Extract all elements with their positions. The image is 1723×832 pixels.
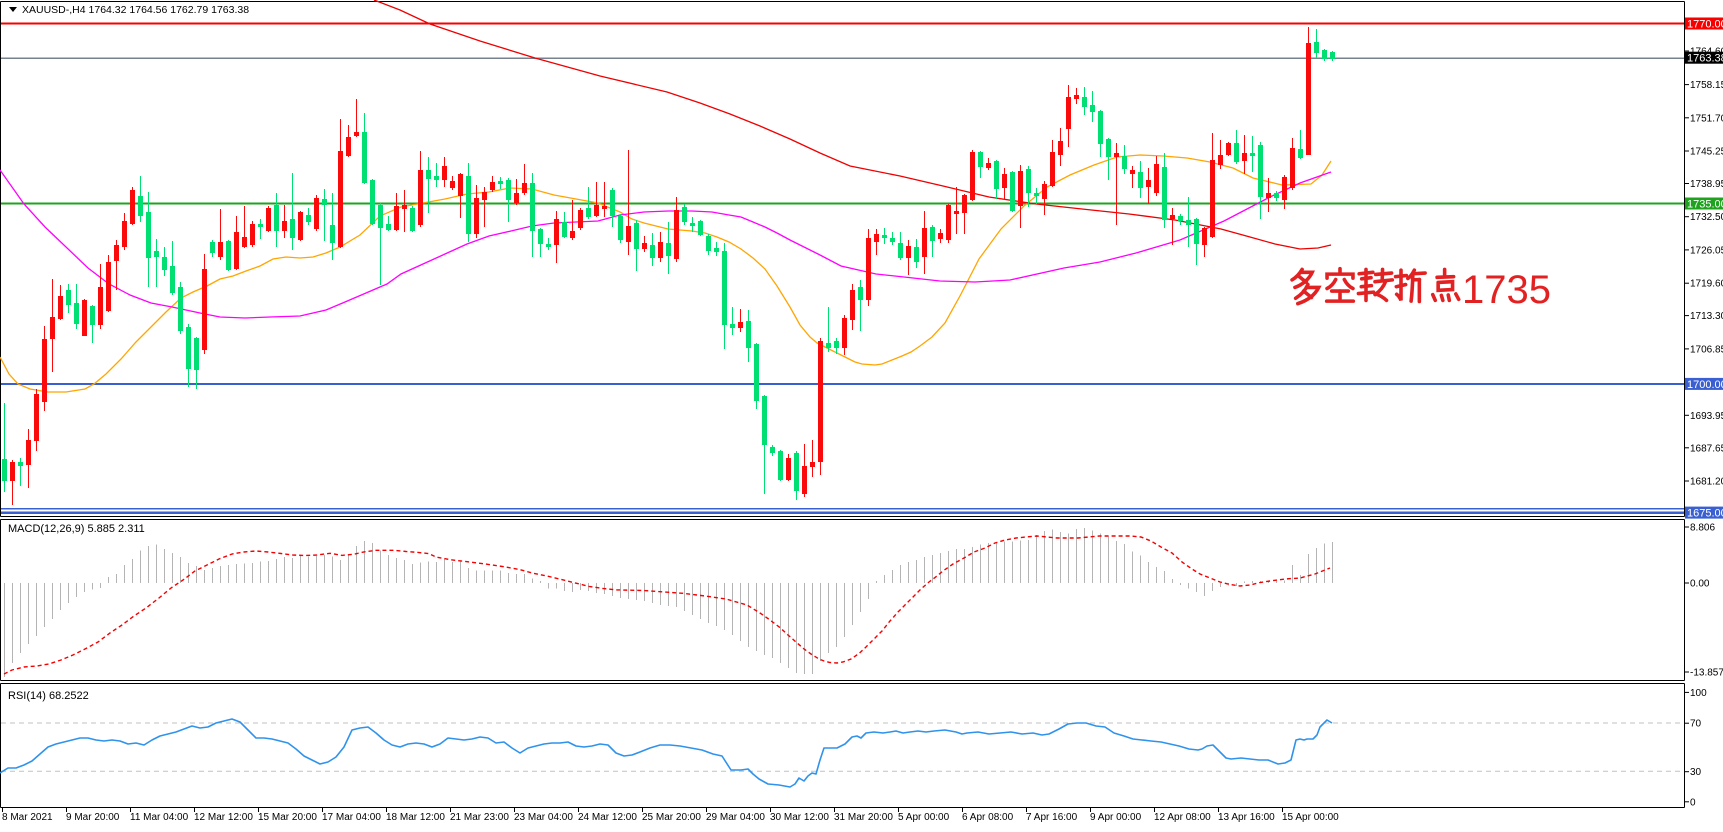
svg-text:1751.70: 1751.70 xyxy=(1690,113,1723,124)
svg-text:0: 0 xyxy=(1690,797,1696,808)
svg-text:1706.85: 1706.85 xyxy=(1690,344,1723,355)
svg-text:12 Apr 08:00: 12 Apr 08:00 xyxy=(1154,812,1211,823)
svg-text:9 Mar 20:00: 9 Mar 20:00 xyxy=(66,812,120,823)
svg-text:1681.20: 1681.20 xyxy=(1690,477,1723,488)
svg-text:9 Apr 00:00: 9 Apr 00:00 xyxy=(1090,812,1142,823)
svg-text:1693.95: 1693.95 xyxy=(1690,411,1723,422)
svg-text:15 Apr 00:00: 15 Apr 00:00 xyxy=(1282,812,1339,823)
svg-text:30 Mar 12:00: 30 Mar 12:00 xyxy=(770,812,829,823)
svg-text:8.806: 8.806 xyxy=(1690,523,1715,534)
svg-text:6 Apr 08:00: 6 Apr 08:00 xyxy=(962,812,1014,823)
svg-text:24 Mar 12:00: 24 Mar 12:00 xyxy=(578,812,637,823)
svg-text:31 Mar 20:00: 31 Mar 20:00 xyxy=(834,812,893,823)
svg-text:1726.05: 1726.05 xyxy=(1690,245,1723,256)
svg-text:1738.95: 1738.95 xyxy=(1690,179,1723,190)
svg-text:1745.25: 1745.25 xyxy=(1690,147,1723,158)
svg-text:8 Mar 2021: 8 Mar 2021 xyxy=(2,812,53,823)
svg-text:17 Mar 04:00: 17 Mar 04:00 xyxy=(322,812,381,823)
svg-text:25 Mar 20:00: 25 Mar 20:00 xyxy=(642,812,701,823)
svg-text:-13.857: -13.857 xyxy=(1690,668,1723,679)
svg-text:70: 70 xyxy=(1690,719,1702,730)
svg-text:1735: 1735 xyxy=(1462,268,1551,312)
svg-text:1713.30: 1713.30 xyxy=(1690,311,1723,322)
svg-text:MACD(12,26,9) 5.885 2.311: MACD(12,26,9) 5.885 2.311 xyxy=(8,523,145,535)
svg-text:1735.00: 1735.00 xyxy=(1687,199,1723,211)
svg-text:5 Apr 00:00: 5 Apr 00:00 xyxy=(898,812,950,823)
svg-text:13 Apr 16:00: 13 Apr 16:00 xyxy=(1218,812,1275,823)
svg-text:29 Mar 04:00: 29 Mar 04:00 xyxy=(706,812,765,823)
svg-text:RSI(14) 68.2522: RSI(14) 68.2522 xyxy=(8,690,89,702)
svg-text:23 Mar 04:00: 23 Mar 04:00 xyxy=(514,812,573,823)
svg-text:11 Mar 04:00: 11 Mar 04:00 xyxy=(130,812,189,823)
svg-text:1732.50: 1732.50 xyxy=(1690,212,1723,223)
svg-text:1687.65: 1687.65 xyxy=(1690,443,1723,454)
svg-text:1675.00: 1675.00 xyxy=(1687,508,1723,520)
svg-text:1719.60: 1719.60 xyxy=(1690,279,1723,290)
svg-text:1770.00: 1770.00 xyxy=(1687,19,1723,31)
svg-text:12 Mar 12:00: 12 Mar 12:00 xyxy=(194,812,253,823)
svg-text:0.00: 0.00 xyxy=(1690,579,1710,590)
svg-text:1763.38: 1763.38 xyxy=(1687,53,1723,65)
svg-text:1758.15: 1758.15 xyxy=(1690,80,1723,91)
svg-text:100: 100 xyxy=(1690,688,1707,699)
svg-text:1700.00: 1700.00 xyxy=(1687,379,1723,391)
svg-text:18 Mar 12:00: 18 Mar 12:00 xyxy=(386,812,445,823)
svg-text:XAUUSD-,H4 1764.32 1764.56 17: XAUUSD-,H4 1764.32 1764.56 1762.79 1763.… xyxy=(22,4,249,16)
svg-text:21 Mar 23:00: 21 Mar 23:00 xyxy=(450,812,509,823)
svg-text:30: 30 xyxy=(1690,767,1702,778)
svg-text:7 Apr 16:00: 7 Apr 16:00 xyxy=(1026,812,1078,823)
svg-text:15 Mar 20:00: 15 Mar 20:00 xyxy=(258,812,317,823)
